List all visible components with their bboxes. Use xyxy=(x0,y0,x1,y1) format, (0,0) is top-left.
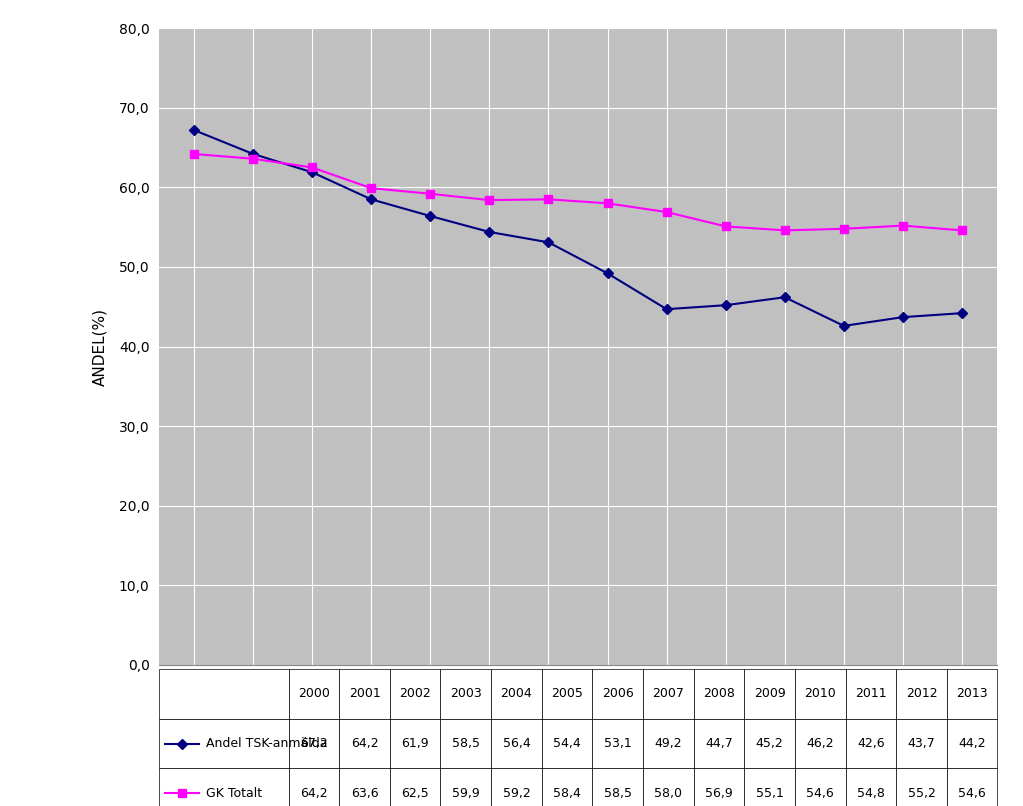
Text: Andel TSK-anmälda: Andel TSK-anmälda xyxy=(206,737,327,750)
Text: 2012: 2012 xyxy=(905,688,937,700)
Text: 56,9: 56,9 xyxy=(705,787,732,800)
Bar xyxy=(491,669,542,719)
Bar xyxy=(159,669,288,719)
Bar xyxy=(846,719,896,768)
Bar xyxy=(542,768,592,806)
Text: 58,0: 58,0 xyxy=(655,787,682,800)
Text: 58,5: 58,5 xyxy=(604,787,631,800)
Bar xyxy=(390,719,441,768)
Text: 44,2: 44,2 xyxy=(959,737,986,750)
Bar xyxy=(288,719,340,768)
Bar xyxy=(896,719,947,768)
Text: 55,2: 55,2 xyxy=(907,787,935,800)
Bar xyxy=(390,669,441,719)
Bar xyxy=(694,669,745,719)
Text: 46,2: 46,2 xyxy=(806,737,834,750)
Bar xyxy=(542,719,592,768)
Text: 54,6: 54,6 xyxy=(806,787,834,800)
Bar xyxy=(947,719,997,768)
Text: 64,2: 64,2 xyxy=(351,737,379,750)
Text: 64,2: 64,2 xyxy=(300,787,327,800)
Text: 45,2: 45,2 xyxy=(756,737,784,750)
Text: 2006: 2006 xyxy=(602,688,633,700)
Text: 61,9: 61,9 xyxy=(401,737,429,750)
Bar xyxy=(159,719,288,768)
Text: GK Totalt: GK Totalt xyxy=(206,787,262,800)
Text: 54,4: 54,4 xyxy=(553,737,581,750)
Bar xyxy=(694,768,745,806)
Text: 43,7: 43,7 xyxy=(907,737,935,750)
Text: 2001: 2001 xyxy=(349,688,381,700)
Bar xyxy=(643,669,694,719)
Text: 42,6: 42,6 xyxy=(857,737,885,750)
Text: 2004: 2004 xyxy=(500,688,532,700)
Bar xyxy=(441,719,491,768)
Bar xyxy=(491,768,542,806)
Text: 63,6: 63,6 xyxy=(351,787,379,800)
Bar xyxy=(896,768,947,806)
Text: 2009: 2009 xyxy=(754,688,786,700)
Bar xyxy=(340,719,390,768)
Bar xyxy=(846,768,896,806)
Text: 59,2: 59,2 xyxy=(502,787,530,800)
Y-axis label: ANDEL(%): ANDEL(%) xyxy=(93,308,107,385)
Text: 56,4: 56,4 xyxy=(502,737,530,750)
Bar xyxy=(694,719,745,768)
Bar xyxy=(846,669,896,719)
Bar xyxy=(745,669,795,719)
Bar xyxy=(340,768,390,806)
Bar xyxy=(288,768,340,806)
Text: 2003: 2003 xyxy=(450,688,482,700)
Bar xyxy=(643,719,694,768)
Bar xyxy=(745,719,795,768)
Bar xyxy=(441,669,491,719)
Text: 2011: 2011 xyxy=(855,688,887,700)
Bar xyxy=(795,669,846,719)
Text: 44,7: 44,7 xyxy=(705,737,732,750)
Bar xyxy=(643,768,694,806)
Bar xyxy=(745,768,795,806)
Text: 67,2: 67,2 xyxy=(300,737,327,750)
Bar xyxy=(441,768,491,806)
Text: 53,1: 53,1 xyxy=(604,737,631,750)
Text: 2005: 2005 xyxy=(551,688,583,700)
Text: 58,5: 58,5 xyxy=(452,737,480,750)
Text: 2000: 2000 xyxy=(298,688,329,700)
Bar xyxy=(947,669,997,719)
Text: 58,4: 58,4 xyxy=(553,787,581,800)
Text: 2002: 2002 xyxy=(399,688,431,700)
Text: 2008: 2008 xyxy=(703,688,735,700)
Text: 54,8: 54,8 xyxy=(857,787,885,800)
Bar xyxy=(288,669,340,719)
Bar xyxy=(390,768,441,806)
Bar xyxy=(491,719,542,768)
Text: 55,1: 55,1 xyxy=(756,787,784,800)
Bar xyxy=(592,719,643,768)
Bar xyxy=(795,719,846,768)
Bar xyxy=(592,669,643,719)
Bar xyxy=(896,669,947,719)
Bar xyxy=(159,768,288,806)
Bar xyxy=(947,768,997,806)
Text: 54,6: 54,6 xyxy=(959,787,986,800)
Bar xyxy=(592,768,643,806)
Text: 2010: 2010 xyxy=(804,688,836,700)
Text: 49,2: 49,2 xyxy=(655,737,682,750)
Bar xyxy=(340,669,390,719)
Bar xyxy=(795,768,846,806)
Bar xyxy=(542,669,592,719)
Text: 2007: 2007 xyxy=(653,688,684,700)
Text: 59,9: 59,9 xyxy=(452,787,480,800)
Text: 62,5: 62,5 xyxy=(401,787,429,800)
Text: 2013: 2013 xyxy=(957,688,988,700)
